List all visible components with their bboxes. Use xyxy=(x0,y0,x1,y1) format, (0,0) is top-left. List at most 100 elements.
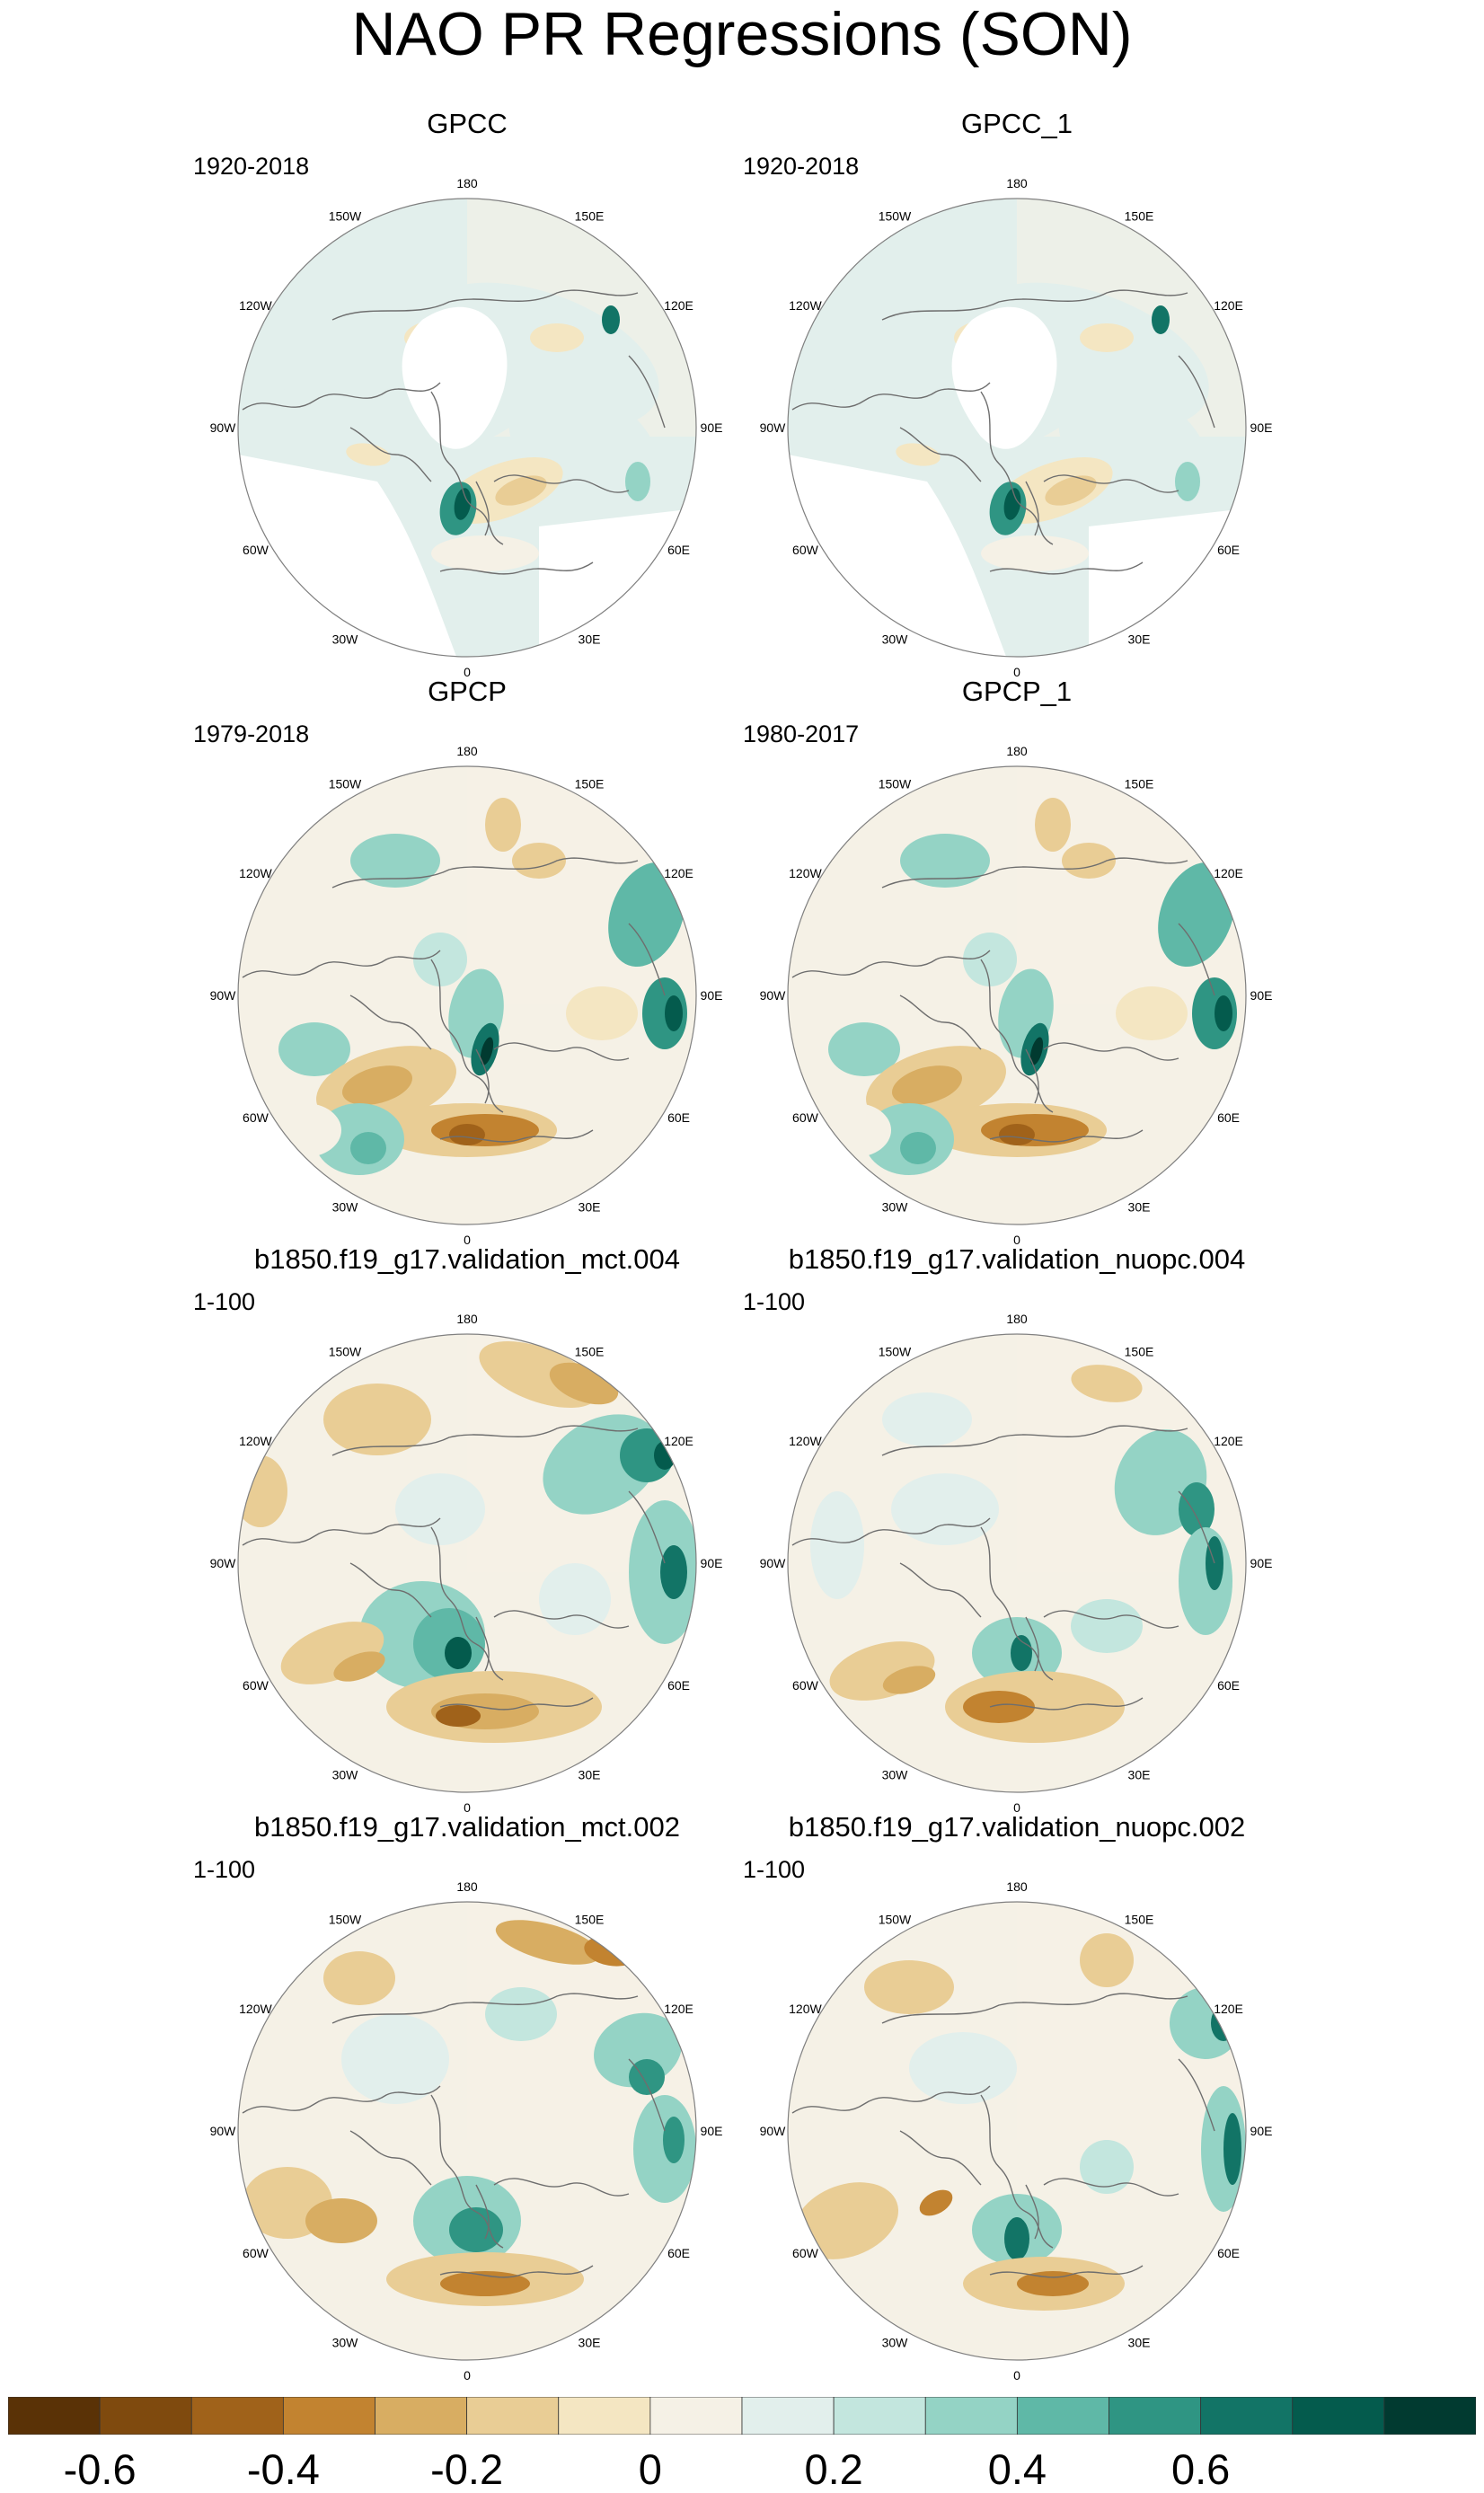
longitude-label: 30W xyxy=(332,632,359,647)
longitude-label: 120E xyxy=(1214,2002,1243,2016)
map-panel-gpcp-1: GPCP_1 1980-2017 180 150E 120E 90E 60E 30E 0 30… xyxy=(743,676,1291,1246)
coastline xyxy=(1025,1616,1039,1672)
panel-period: 1-100 xyxy=(193,1288,256,1315)
longitude-label: 60W xyxy=(792,1678,819,1693)
longitude-label: 60W xyxy=(792,1110,819,1125)
coastline xyxy=(349,995,432,1050)
colorbar-swatch xyxy=(466,2397,560,2435)
regression-contour xyxy=(1080,2140,1134,2194)
regression-contour xyxy=(305,2198,377,2243)
regression-contour xyxy=(819,1103,891,1157)
regression-contour xyxy=(445,1637,472,1669)
regression-contour xyxy=(793,2182,899,2259)
regression-contour xyxy=(495,1920,601,1965)
regression-contour xyxy=(1004,2217,1029,2260)
regression-contour xyxy=(323,1951,395,2005)
coastline xyxy=(881,1425,1188,1456)
map-border xyxy=(237,1333,697,1793)
map-region-tint xyxy=(467,766,696,1004)
longitude-label: 90E xyxy=(1250,1556,1273,1570)
coastline xyxy=(791,382,991,411)
regression-contour xyxy=(495,475,547,506)
coastline xyxy=(1025,481,1039,536)
panel-period: 1979-2018 xyxy=(193,720,310,747)
regression-contour xyxy=(602,305,620,334)
coastline xyxy=(791,1517,991,1546)
longitude-label: 90E xyxy=(1250,988,1273,1003)
longitude-label: 120E xyxy=(664,298,693,313)
polar-map: 180 150E 120E 90E 60E 30E 0 30W 60W 90W 120W 150W xyxy=(210,1879,723,2382)
longitude-label: 0 xyxy=(1013,665,1020,678)
coastline xyxy=(475,1616,490,1672)
coastline xyxy=(430,391,504,545)
longitude-label: 0 xyxy=(464,2368,471,2382)
regression-contour xyxy=(485,798,521,852)
coastline xyxy=(1025,2184,1039,2240)
coastline xyxy=(439,561,594,575)
regression-contour xyxy=(810,1491,864,1599)
longitude-label: 150W xyxy=(329,208,362,223)
longitude-label: 120W xyxy=(239,2002,272,2016)
longitude-label: 0 xyxy=(1013,2368,1020,2382)
longitude-label: 30W xyxy=(882,632,909,647)
regression-contour xyxy=(1017,2271,1089,2296)
coastline xyxy=(980,391,1054,545)
longitude-label: 0 xyxy=(464,665,471,678)
colorbar-swatch xyxy=(8,2397,101,2435)
regression-contour xyxy=(1062,843,1116,879)
panel-title: b1850.f19_g17.validation_nuopc.002 xyxy=(788,1811,1246,1843)
colorbar-swatch xyxy=(924,2397,1018,2435)
panel-period: 1-100 xyxy=(743,1856,806,1883)
polar-map: 180 150E 120E 90E 60E 30E 0 30W 60W 90W 120W 150W xyxy=(760,176,1273,678)
colorbar-swatch xyxy=(99,2397,192,2435)
regression-contour xyxy=(454,488,472,520)
coastline xyxy=(439,1697,594,1711)
map-panel-mct-002: b1850.f19_g17.validation_mct.002 1-100 1… xyxy=(193,1811,741,2382)
coastline xyxy=(493,1042,630,1061)
panel-title: b1850.f19_g17.validation_mct.002 xyxy=(254,1811,680,1843)
panel-title: GPCC xyxy=(427,108,508,139)
regression-contour xyxy=(539,1563,611,1635)
longitude-label: 180 xyxy=(1006,1879,1028,1894)
longitude-label: 90W xyxy=(760,988,787,1003)
longitude-label: 90E xyxy=(1250,420,1273,435)
colorbar-swatch xyxy=(1292,2397,1385,2435)
regression-contour xyxy=(1080,1933,1134,1987)
longitude-label: 180 xyxy=(1006,1312,1028,1326)
regression-contour xyxy=(981,535,1089,571)
coastline xyxy=(430,959,504,1113)
panel-title: b1850.f19_g17.validation_mct.004 xyxy=(254,1243,680,1275)
regression-contour xyxy=(900,834,990,888)
missing-data-region xyxy=(951,306,1057,449)
regression-contour xyxy=(350,834,440,888)
colorbar-tick-label: 0 xyxy=(638,2445,662,2493)
colorbar-swatch xyxy=(190,2397,284,2435)
regression-contour xyxy=(1179,1482,1215,1536)
regression-contour xyxy=(1080,323,1134,352)
ocean-no-data xyxy=(1089,508,1246,657)
map-border xyxy=(787,1333,1247,1793)
regression-contour xyxy=(341,2014,449,2104)
coastline xyxy=(628,2058,666,2132)
regression-contour xyxy=(480,1037,494,1065)
longitude-label: 30E xyxy=(1128,2336,1151,2350)
longitude-label: 90W xyxy=(760,2124,787,2138)
longitude-label: 60W xyxy=(243,2246,269,2260)
longitude-label: 30W xyxy=(332,1200,359,1215)
coastline xyxy=(899,1562,982,1618)
longitude-label: 150E xyxy=(1125,1344,1154,1358)
longitude-label: 90W xyxy=(210,420,237,435)
regression-contour xyxy=(909,2032,1017,2104)
coastline xyxy=(331,1425,639,1456)
colorbar-tick-label: -0.4 xyxy=(246,2445,320,2493)
panel-title: GPCP xyxy=(428,676,507,707)
regression-contour xyxy=(828,1022,900,1076)
longitude-label: 60W xyxy=(243,1110,269,1125)
regression-contour xyxy=(512,843,566,879)
longitude-label: 150E xyxy=(1125,208,1154,223)
regression-contour xyxy=(1071,1365,1143,1402)
colorbar-tick-label: 0.4 xyxy=(987,2445,1047,2493)
coastline xyxy=(493,2178,630,2197)
coastline xyxy=(1043,1610,1179,1629)
coastline xyxy=(989,561,1144,575)
